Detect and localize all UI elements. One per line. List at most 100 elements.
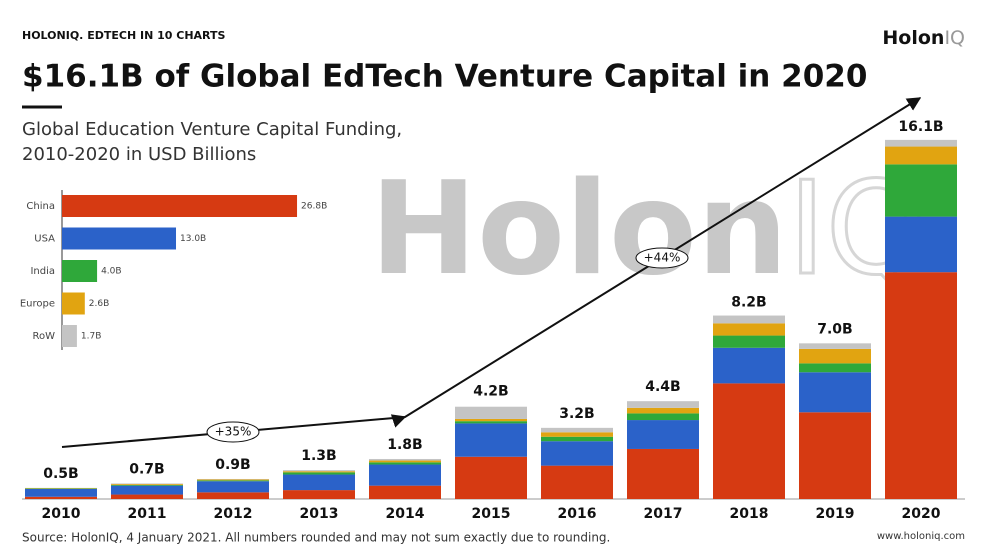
kicker-text: EDTECH IN 10 CHARTS [87, 29, 225, 42]
x-tick-label: 2010 [42, 506, 81, 522]
bar-segment [885, 272, 957, 499]
bar-segment [541, 427, 613, 433]
bar-segment [713, 335, 785, 348]
x-tick-label: 2015 [472, 506, 511, 522]
chart-title: $16.1B of Global EdTech Venture Capital … [22, 59, 867, 95]
bar-segment [541, 432, 613, 437]
bar-segment [799, 372, 871, 413]
bar-segment [111, 483, 183, 485]
region-value: 4.0B [101, 267, 122, 277]
bar-segment [111, 484, 183, 486]
bar-segment [713, 383, 785, 499]
kicker-brand: HOLONIQ. [22, 29, 83, 42]
x-tick-label: 2020 [902, 506, 941, 522]
logo-iq: IQ [944, 27, 965, 49]
x-tick-label: 2013 [300, 506, 339, 522]
region-value: 1.7B [81, 332, 102, 342]
bar-segment [369, 460, 441, 463]
bar-segment [799, 363, 871, 373]
watermark: HolonIQ [370, 155, 927, 304]
region-label: China [26, 201, 55, 212]
region-value: 13.0B [180, 234, 206, 244]
region-label: India [30, 266, 55, 277]
bar-segment [369, 464, 441, 486]
logo: HolonIQ [882, 27, 965, 49]
total-label: 0.5B [43, 466, 78, 482]
annotation: +44% [644, 251, 681, 265]
bar-segment [283, 474, 355, 491]
x-tick-label: 2019 [816, 506, 855, 522]
total-label: 0.7B [129, 461, 164, 477]
total-label: 0.9B [215, 457, 250, 473]
x-tick-label: 2011 [128, 506, 167, 522]
watermark-main: Holon [370, 155, 788, 304]
annotation-bubble [635, 247, 689, 269]
total-label: 1.8B [387, 437, 422, 453]
subtitle: 2010-2020 in USD Billions [22, 144, 256, 165]
bar-segment [541, 441, 613, 466]
total-label: 4.2B [473, 384, 508, 400]
x-tick-label: 2014 [386, 506, 425, 522]
region-bar [62, 260, 98, 282]
bar-segment [455, 456, 527, 499]
bar-segment [369, 485, 441, 499]
total-label: 7.0B [817, 321, 852, 337]
bar-segment [627, 420, 699, 449]
bar-segment [455, 423, 527, 457]
x-tick-label: 2018 [730, 506, 769, 522]
bar-segment [455, 406, 527, 419]
region-bar [62, 195, 298, 217]
bar-segment [283, 470, 355, 472]
bar-segment [283, 471, 355, 473]
bar-segment [197, 479, 269, 481]
total-label: 4.4B [645, 379, 680, 395]
bar-segment [455, 421, 527, 424]
bar-segment [283, 472, 355, 475]
bar-segment [799, 412, 871, 499]
region-bar [62, 325, 77, 347]
source: Source: HolonIQ, 4 January 2021. All num… [22, 531, 610, 545]
website: www.holoniq.com [877, 531, 965, 542]
annotation: +35% [215, 425, 252, 439]
x-tick-label: 2016 [558, 506, 597, 522]
bar-segment [885, 216, 957, 273]
bar-segment [111, 485, 183, 495]
bar-segment [283, 490, 355, 499]
total-label: 16.1B [898, 119, 943, 135]
region-bar [62, 227, 177, 250]
bar-segment [197, 481, 269, 493]
subtitle: Global Education Venture Capital Funding… [22, 119, 402, 140]
bar-segment [369, 462, 441, 465]
total-label: 3.2B [559, 406, 594, 422]
bar-segment [455, 418, 527, 422]
kicker: HOLONIQ. EDTECH IN 10 CHARTS [22, 29, 226, 42]
x-tick-label: 2017 [644, 506, 683, 522]
bar-segment [541, 436, 613, 442]
annotation-bubble [206, 421, 260, 443]
region-value: 2.6B [89, 299, 110, 309]
bar-segment [799, 348, 871, 364]
region-label: USA [34, 234, 55, 245]
bar-segment [799, 343, 871, 349]
bar-segment [627, 413, 699, 421]
bar-segment [713, 315, 785, 324]
x-tick-label: 2012 [214, 506, 253, 522]
region-bar [62, 292, 85, 315]
bar-segment [111, 494, 183, 499]
bar-segment [197, 492, 269, 499]
total-label: 8.2B [731, 295, 766, 311]
bar-segment [111, 484, 183, 485]
growth-arrow [61, 97, 922, 448]
bar-segment [25, 496, 97, 499]
bar-segment [713, 323, 785, 336]
bar-segment [627, 407, 699, 414]
total-label: 1.3B [301, 448, 336, 464]
bar-segment [713, 347, 785, 384]
bar-segment [885, 139, 957, 147]
region-label: Europe [20, 299, 55, 310]
logo-main: Holon [882, 27, 944, 49]
region-value: 26.8B [301, 202, 327, 212]
region-label: RoW [32, 331, 55, 342]
bar-segment [369, 458, 441, 461]
